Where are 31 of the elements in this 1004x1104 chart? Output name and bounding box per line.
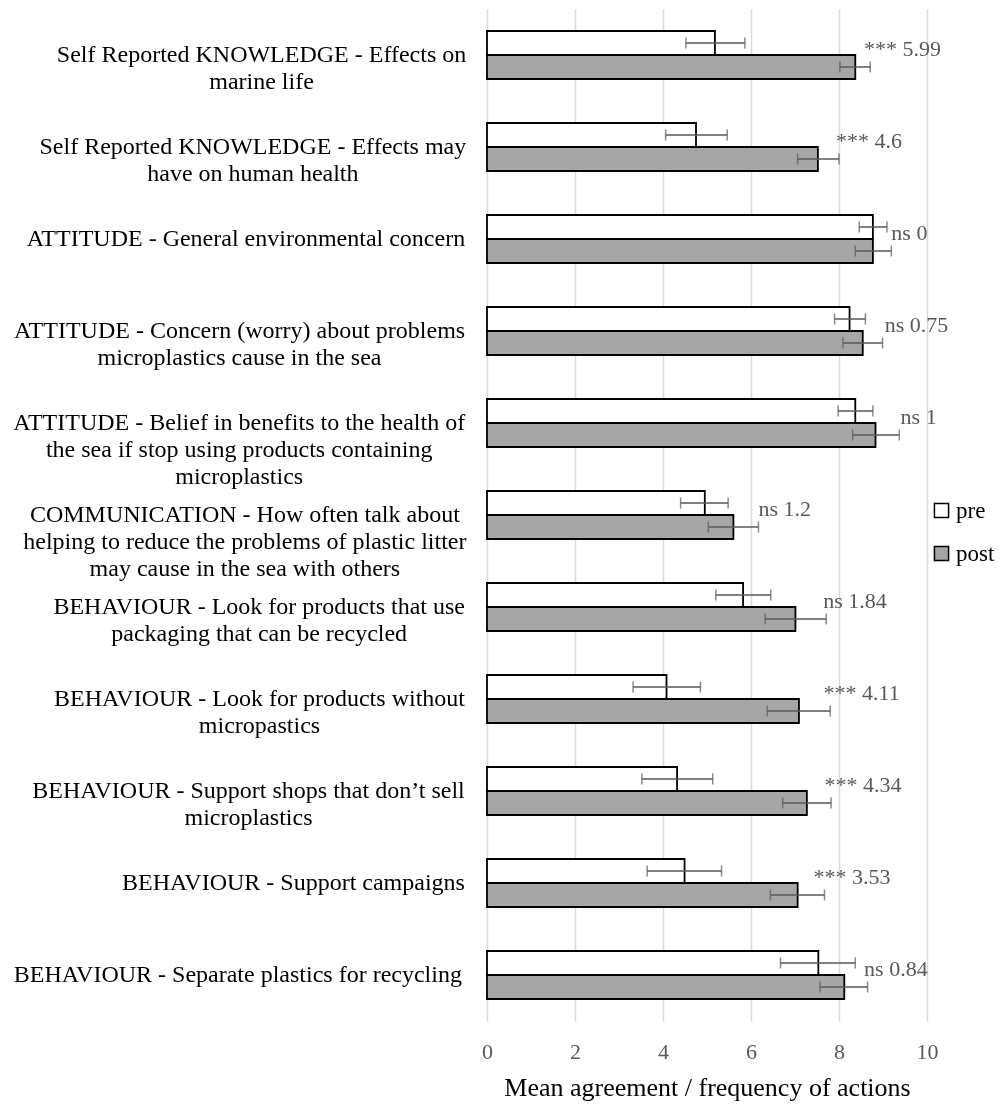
annotation: ns 0.75 [884, 312, 949, 337]
y-tick-label: Self Reported KNOWLEDGE - Effects may have on human health [39, 133, 467, 186]
annotation: ns 0.84 [864, 956, 928, 981]
y-tick-label: ATTITUDE - General environmental concern [26, 225, 466, 251]
y-tick-label: COMMUNICATION - How often talk about helping to reduce the problems of plastic litter may cause in the sea with others [23, 501, 467, 581]
annotation: *** 4.11 [823, 680, 900, 705]
x-tick-label: 4 [658, 1038, 669, 1064]
annotation: *** 4.6 [835, 128, 902, 153]
y-tick-label: BEHAVIOUR - Look for products without micropastics [54, 685, 466, 738]
annotation: *** 5.99 [864, 36, 942, 61]
annotation: ns 0 [891, 220, 928, 245]
annotation: ns 1 [900, 404, 937, 429]
x-tick-label: 2 [570, 1038, 581, 1064]
annotation: ns 1.2 [758, 496, 812, 521]
x-tick-label: 10 [916, 1038, 939, 1064]
y-tick-label: Self Reported KNOWLEDGE - Effects on marine life [56, 41, 467, 94]
x-tick-label: 8 [834, 1038, 845, 1064]
y-tick-label: BEHAVIOUR - Separate plastics for recycling [13, 961, 462, 987]
x-tick-label: 0 [482, 1038, 493, 1064]
y-tick-label: BEHAVIOUR - Look for products that use packaging that can be recycled [53, 593, 465, 646]
y-tick-label: ATTITUDE - Concern (worry) about problems microplastics cause in the sea [13, 317, 466, 370]
x-axis-title: Mean agreement / frequency of actions [504, 1072, 911, 1102]
y-tick-label: BEHAVIOUR - Support campaigns [122, 869, 465, 895]
annotation: *** 3.53 [813, 864, 891, 889]
legend-label: post [956, 540, 995, 566]
legend-label: pre [956, 497, 986, 523]
x-tick-label: 6 [746, 1038, 757, 1064]
annotation: ns 1.84 [823, 588, 887, 613]
annotation: *** 4.34 [824, 772, 902, 797]
y-tick-label: BEHAVIOUR - Support shops that don’t sell microplastics [32, 777, 466, 830]
y-tick-label: ATTITUDE - Belief in benefits to the health of the sea if stop using products containing microplastics [13, 409, 466, 489]
